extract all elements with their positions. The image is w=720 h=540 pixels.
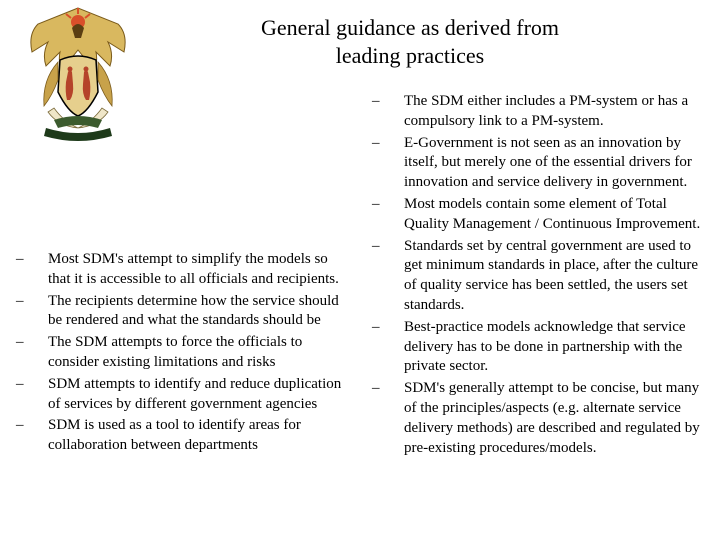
right-column: –The SDM either includes a PM-system or …	[360, 92, 720, 532]
bullet-dash: –	[366, 195, 404, 235]
bullet-text: SDM attempts to identify and reduce dupl…	[48, 375, 352, 415]
list-item: –SDM's generally attempt to be concise, …	[366, 379, 708, 458]
list-item: –The SDM either includes a PM-system or …	[366, 92, 708, 132]
bullet-text: SDM is used as a tool to identify areas …	[48, 416, 352, 456]
bullet-dash: –	[366, 237, 404, 316]
bullet-text: Most models contain some element of Tota…	[404, 195, 708, 235]
bullet-dash: –	[366, 379, 404, 458]
bullet-text: The recipients determine how the service…	[48, 292, 352, 332]
left-column: –Most SDM's attempt to simplify the mode…	[0, 92, 360, 532]
bullet-dash: –	[10, 333, 48, 373]
left-bullet-list: –Most SDM's attempt to simplify the mode…	[10, 250, 352, 456]
title-line-2: leading practices	[336, 43, 484, 68]
slide-title: General guidance as derived from leading…	[160, 14, 660, 69]
list-item: –Best-practice models acknowledge that s…	[366, 318, 708, 377]
bullet-text: The SDM attempts to force the officials …	[48, 333, 352, 373]
bullet-dash: –	[366, 318, 404, 377]
bullet-text: E-Government is not seen as an innovatio…	[404, 134, 708, 193]
list-item: –Standards set by central government are…	[366, 237, 708, 316]
list-item: –The SDM attempts to force the officials…	[10, 333, 352, 373]
right-bullet-list: –The SDM either includes a PM-system or …	[366, 92, 708, 458]
title-line-1: General guidance as derived from	[261, 15, 559, 40]
bullet-dash: –	[10, 416, 48, 456]
list-item: –Most SDM's attempt to simplify the mode…	[10, 250, 352, 290]
bullet-text: Most SDM's attempt to simplify the model…	[48, 250, 352, 290]
bullet-text: Standards set by central government are …	[404, 237, 708, 316]
list-item: –The recipients determine how the servic…	[10, 292, 352, 332]
left-spacer	[10, 92, 352, 250]
list-item: –Most models contain some element of Tot…	[366, 195, 708, 235]
bullet-dash: –	[10, 375, 48, 415]
bullet-dash: –	[10, 292, 48, 332]
list-item: –SDM is used as a tool to identify areas…	[10, 416, 352, 456]
list-item: –SDM attempts to identify and reduce dup…	[10, 375, 352, 415]
bullet-dash: –	[10, 250, 48, 290]
bullet-dash: –	[366, 134, 404, 193]
list-item: –E-Government is not seen as an innovati…	[366, 134, 708, 193]
bullet-text: Best-practice models acknowledge that se…	[404, 318, 708, 377]
bullet-text: The SDM either includes a PM-system or h…	[404, 92, 708, 132]
content-columns: –Most SDM's attempt to simplify the mode…	[0, 92, 720, 532]
bullet-dash: –	[366, 92, 404, 132]
bullet-text: SDM's generally attempt to be concise, b…	[404, 379, 708, 458]
